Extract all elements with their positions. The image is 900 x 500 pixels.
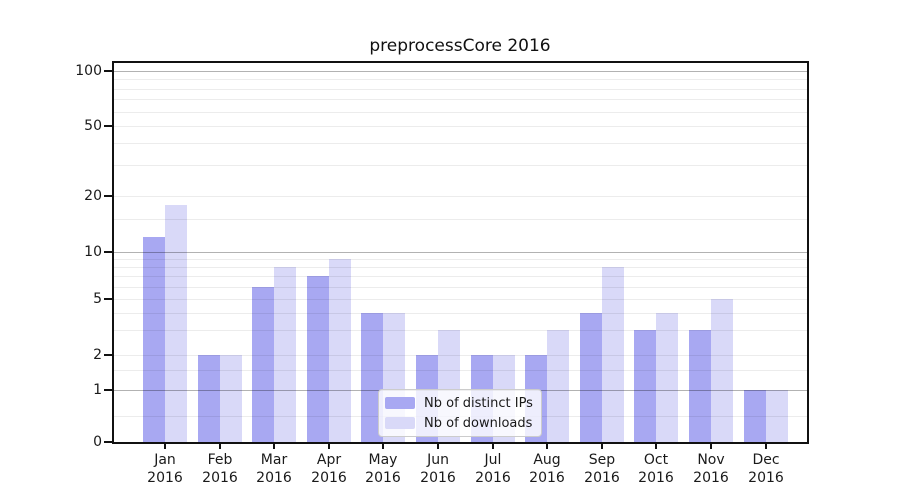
x-tick-feb bbox=[219, 444, 221, 449]
y-tick-1 bbox=[104, 389, 112, 391]
gridline-major-10 bbox=[113, 252, 807, 253]
x-tick-label-mar: Mar 2016 bbox=[256, 452, 292, 486]
y-tick-label-1: 1 bbox=[93, 382, 102, 398]
x-tick-jun bbox=[437, 444, 439, 449]
legend-swatch-downloads bbox=[385, 417, 415, 429]
legend-label-distinct-ips: Nb of distinct IPs bbox=[424, 395, 533, 411]
bar-distinct-ips-mar bbox=[252, 287, 274, 442]
x-tick-apr bbox=[328, 444, 330, 449]
legend: Nb of distinct IPs Nb of downloads bbox=[378, 389, 542, 437]
x-tick-dec bbox=[765, 444, 767, 449]
gridline-minor-80 bbox=[113, 89, 807, 90]
x-tick-label-jul: Jul 2016 bbox=[475, 452, 511, 486]
gridline-tick-20 bbox=[113, 196, 807, 197]
x-tick-label-jun: Jun 2016 bbox=[420, 452, 456, 486]
x-tick-label-apr: Apr 2016 bbox=[311, 452, 347, 486]
gridline-minor-30 bbox=[113, 165, 807, 166]
x-tick-label-sep: Sep 2016 bbox=[584, 452, 620, 486]
gridline-tick-5 bbox=[113, 299, 807, 300]
bar-downloads-jan bbox=[165, 205, 187, 442]
bar-distinct-ips-may bbox=[361, 313, 383, 442]
gridline-minor-60 bbox=[113, 112, 807, 113]
gridline-minor-1.5 bbox=[113, 370, 807, 371]
gridline-minor-4 bbox=[113, 313, 807, 314]
gridline-minor-9 bbox=[113, 259, 807, 260]
legend-row-distinct-ips: Nb of distinct IPs bbox=[385, 396, 535, 411]
gridline-minor-6 bbox=[113, 287, 807, 288]
bar-downloads-aug bbox=[547, 330, 569, 442]
y-tick-label-5: 5 bbox=[93, 291, 102, 307]
bar-downloads-nov bbox=[711, 299, 733, 442]
x-tick-jan bbox=[164, 444, 166, 449]
x-tick-sep bbox=[601, 444, 603, 449]
y-tick-10 bbox=[104, 251, 112, 253]
y-tick-100 bbox=[104, 70, 112, 72]
x-tick-label-may: May 2016 bbox=[365, 452, 401, 486]
x-tick-nov bbox=[710, 444, 712, 449]
bar-distinct-ips-dec bbox=[744, 390, 766, 442]
x-tick-label-aug: Aug 2016 bbox=[529, 452, 565, 486]
gridline-tick-50 bbox=[113, 126, 807, 127]
x-tick-label-oct: Oct 2016 bbox=[638, 452, 674, 486]
gridline-minor-3 bbox=[113, 330, 807, 331]
bar-distinct-ips-nov bbox=[689, 330, 711, 442]
y-tick-label-50: 50 bbox=[84, 118, 102, 134]
x-tick-label-dec: Dec 2016 bbox=[748, 452, 784, 486]
bar-distinct-ips-oct bbox=[634, 330, 656, 442]
legend-label-downloads: Nb of downloads bbox=[424, 415, 533, 431]
y-tick-5 bbox=[104, 298, 112, 300]
bar-distinct-ips-apr bbox=[307, 276, 329, 442]
gridline-minor-7 bbox=[113, 276, 807, 277]
gridline-minor-40 bbox=[113, 143, 807, 144]
gridline-minor-90 bbox=[113, 79, 807, 80]
y-tick-50 bbox=[104, 125, 112, 127]
y-tick-label-2: 2 bbox=[93, 347, 102, 363]
x-tick-mar bbox=[273, 444, 275, 449]
y-tick-20 bbox=[104, 195, 112, 197]
bar-distinct-ips-sep bbox=[580, 313, 602, 442]
y-tick-2 bbox=[104, 354, 112, 356]
y-tick-label-10: 10 bbox=[84, 244, 102, 260]
bar-downloads-apr bbox=[329, 259, 351, 442]
y-tick-label-20: 20 bbox=[84, 188, 102, 204]
y-tick-label-0: 0 bbox=[93, 434, 102, 450]
legend-row-downloads: Nb of downloads bbox=[385, 416, 535, 431]
gridline-minor-70 bbox=[113, 99, 807, 100]
x-tick-label-nov: Nov 2016 bbox=[693, 452, 729, 486]
bar-distinct-ips-jan bbox=[143, 237, 165, 442]
gridline-minor-15 bbox=[113, 219, 807, 220]
gridline-minor-8 bbox=[113, 267, 807, 268]
chart-title: preprocessCore 2016 bbox=[369, 36, 551, 56]
bar-downloads-feb bbox=[220, 355, 242, 442]
x-tick-label-jan: Jan 2016 bbox=[147, 452, 183, 486]
x-tick-aug bbox=[546, 444, 548, 449]
bar-distinct-ips-feb bbox=[198, 355, 220, 442]
legend-swatch-distinct-ips bbox=[385, 397, 415, 409]
gridline-tick-2 bbox=[113, 355, 807, 356]
bar-downloads-mar bbox=[274, 267, 296, 442]
bar-downloads-oct bbox=[656, 313, 678, 442]
bar-downloads-dec bbox=[766, 390, 788, 442]
left-spine bbox=[112, 61, 114, 444]
bottom-spine bbox=[112, 442, 809, 444]
bar-downloads-sep bbox=[602, 267, 624, 442]
y-tick-label-100: 100 bbox=[75, 63, 102, 79]
gridline-major-100 bbox=[113, 71, 807, 72]
x-tick-may bbox=[382, 444, 384, 449]
y-tick-0 bbox=[104, 441, 112, 443]
x-tick-jul bbox=[492, 444, 494, 449]
top-spine bbox=[112, 61, 809, 63]
x-tick-label-feb: Feb 2016 bbox=[202, 452, 238, 486]
x-tick-oct bbox=[655, 444, 657, 449]
right-spine bbox=[807, 61, 809, 444]
